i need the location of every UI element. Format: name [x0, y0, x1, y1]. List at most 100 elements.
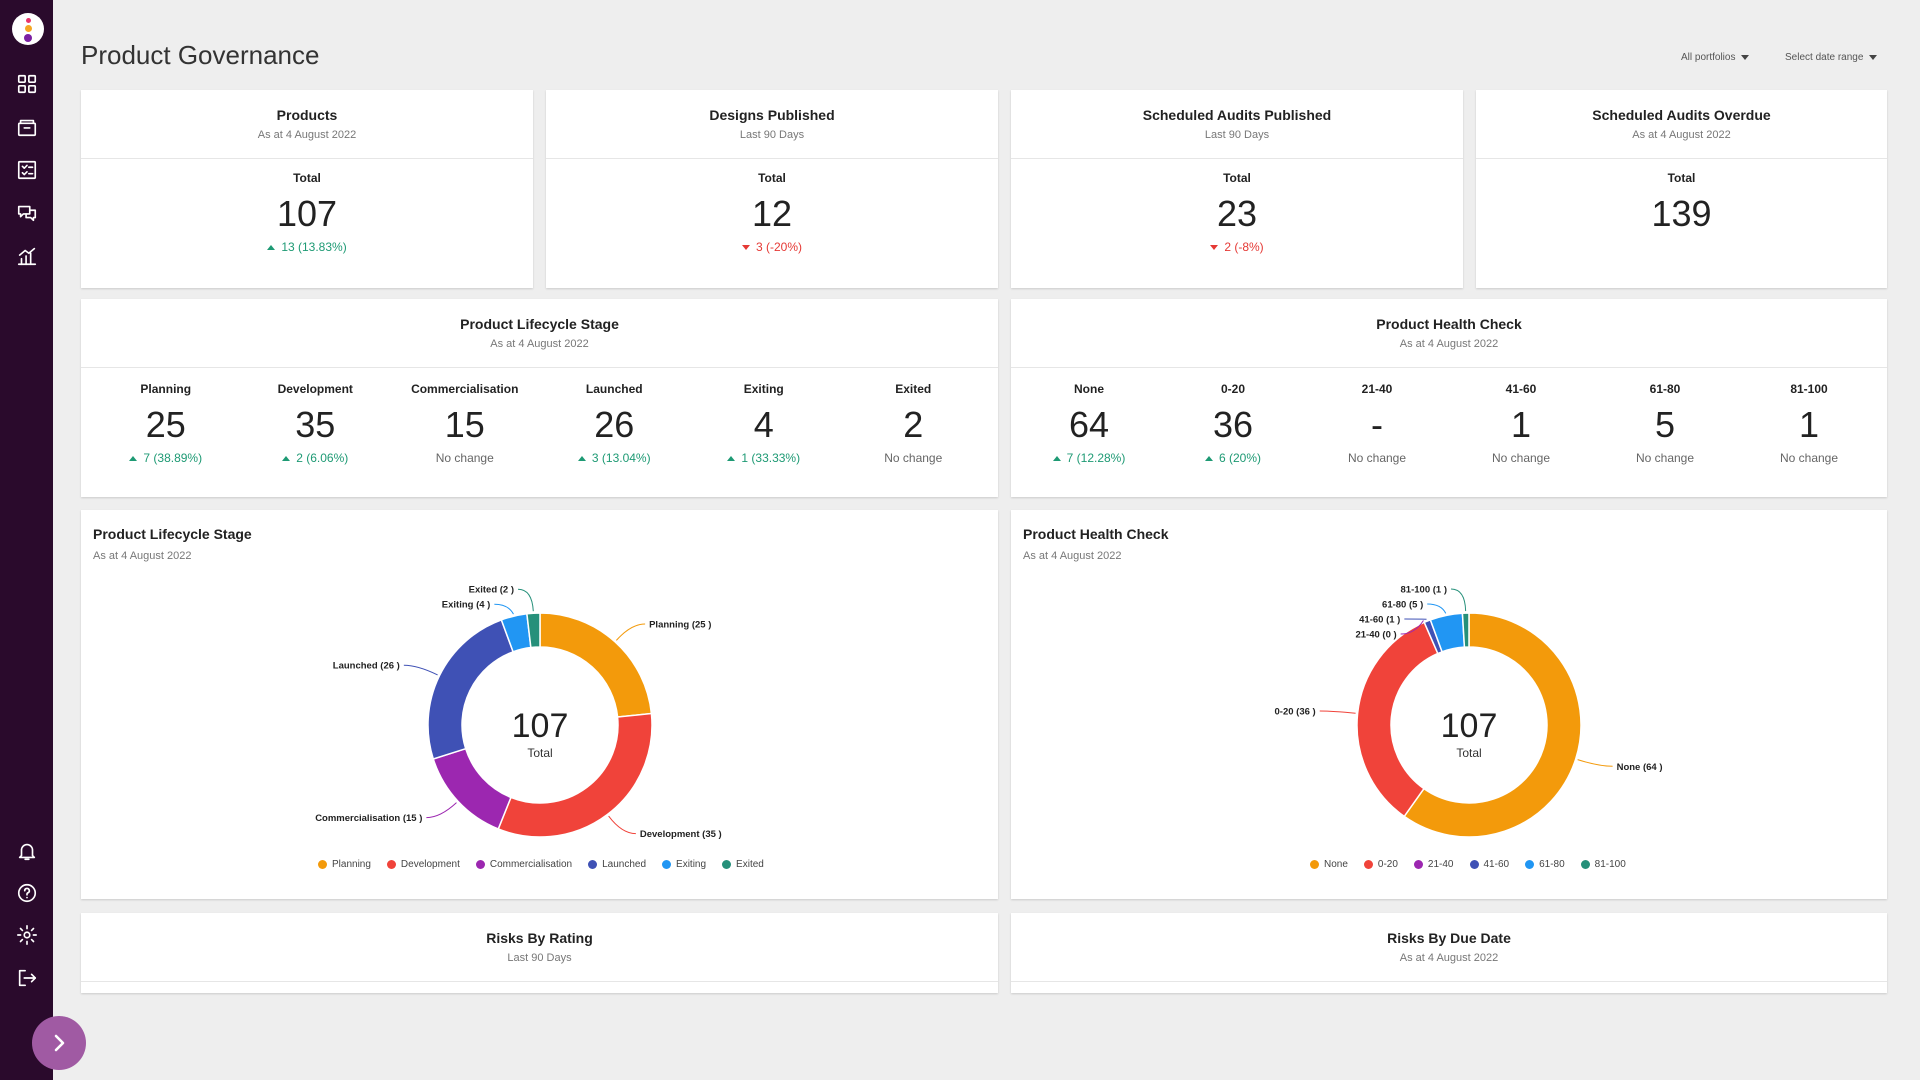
- trend-up-icon: [577, 455, 586, 461]
- stat-value: 1: [1798, 404, 1820, 445]
- legend-item-81-100[interactable]: 81-100: [1580, 859, 1626, 870]
- stat-change-text: 1 (33.33%): [741, 451, 801, 465]
- stat-change: 3 (-20%): [546, 240, 998, 254]
- stat-label: Total: [1667, 171, 1696, 185]
- app-logo[interactable]: [12, 13, 44, 45]
- stat-value: 35: [295, 404, 336, 445]
- stat-change: 7 (38.89%): [91, 451, 241, 465]
- chevron-right-icon: [54, 1034, 65, 1052]
- trend-up-icon: [267, 244, 276, 250]
- card-subtitle: As at 4 August 2022: [490, 338, 589, 350]
- card-title: Designs Published: [709, 107, 835, 123]
- legend-item-41-60[interactable]: 41-60: [1469, 859, 1509, 870]
- stat-value: 4: [753, 404, 774, 445]
- card-title: Risks By Rating: [486, 930, 593, 946]
- feedback-icon[interactable]: [15, 201, 39, 225]
- stat-value: 64: [1068, 404, 1110, 445]
- dashboard-icon[interactable]: [15, 72, 39, 96]
- legend-item-launched[interactable]: Launched: [588, 859, 646, 870]
- trend-up-icon: [129, 455, 138, 461]
- legend-dot: [386, 860, 396, 869]
- logout-icon[interactable]: [15, 966, 39, 990]
- health-check-summary-card: Product Health Check As at 4 August 2022…: [1011, 299, 1887, 497]
- stat-value: 2: [903, 404, 924, 445]
- reports-icon[interactable]: [15, 244, 39, 268]
- stat-change-text: 2 (-8%): [1224, 240, 1264, 254]
- caret-down-icon: [1869, 55, 1878, 60]
- legend-label: Exited: [736, 859, 764, 870]
- legend-dot: [1525, 860, 1535, 869]
- sidebar: [0, 0, 53, 1080]
- card-title: Risks By Due Date: [1387, 930, 1511, 946]
- stat-41-60: 41-60 1 No change: [1449, 382, 1593, 465]
- help-icon[interactable]: [15, 881, 39, 905]
- legend-dot: [1310, 860, 1319, 869]
- stat-change-text: No change: [1779, 451, 1839, 465]
- stat-value: 5: [1654, 404, 1676, 445]
- legend-label: Planning: [332, 859, 371, 870]
- stat-development: Development 35 2 (6.06%): [241, 382, 391, 465]
- stat-label: Total: [1223, 171, 1251, 185]
- date-range-filter[interactable]: Select date range: [1785, 52, 1878, 63]
- stat-81-100: 81-100 1 No change: [1737, 382, 1881, 465]
- legend-label: 0-20: [1377, 859, 1398, 870]
- chart-title: Product Lifecycle Stage: [93, 526, 252, 542]
- lifecycle-stage-chart-card: Product Lifecycle Stage As at 4 August 2…: [81, 510, 998, 899]
- stat-label: 0-20: [1220, 382, 1246, 396]
- card-subtitle: Last 90 Days: [1204, 129, 1270, 141]
- portfolio-filter[interactable]: All portfolios: [1681, 52, 1750, 63]
- stat-label: Development: [277, 382, 353, 396]
- legend-item-development[interactable]: Development: [386, 859, 460, 870]
- legend-label: Launched: [602, 859, 647, 870]
- legend-label: None: [1324, 859, 1348, 870]
- stat-change: No change: [390, 451, 540, 465]
- card-subtitle: As at 4 August 2022: [1632, 129, 1731, 141]
- card-title: Product Lifecycle Stage: [460, 316, 619, 332]
- stat-change: 2 (6.06%): [241, 451, 391, 465]
- legend-item-commercialisation[interactable]: Commercialisation: [475, 859, 572, 870]
- stat-change: No change: [839, 451, 989, 465]
- stat-value: -: [1371, 404, 1383, 445]
- stat-label: 61-80: [1649, 382, 1681, 396]
- chart-title: Product Health Check: [1023, 526, 1169, 542]
- expand-sidebar-button[interactable]: [32, 1016, 86, 1070]
- bell-icon[interactable]: [15, 839, 39, 863]
- stat-planning: Planning 25 7 (38.89%): [91, 382, 241, 465]
- stat-change: No change: [1593, 451, 1737, 465]
- settings-gear-icon[interactable]: [15, 923, 39, 947]
- chart-subtitle: As at 4 August 2022: [93, 550, 192, 562]
- legend-item-21-40[interactable]: 21-40: [1413, 859, 1454, 870]
- legend-dot: [475, 860, 485, 869]
- legend-label: Exiting: [676, 859, 707, 870]
- legend-item-none[interactable]: None: [1310, 859, 1348, 870]
- stat-change-text: No change: [1347, 451, 1407, 465]
- caret-down-icon: [1741, 55, 1750, 60]
- stat-change-text: No change: [1635, 451, 1695, 465]
- stat-change-text: 3 (-20%): [755, 240, 802, 254]
- stat-none: None 64 7 (12.28%): [1017, 382, 1161, 465]
- legend-label: 21-40: [1427, 859, 1454, 870]
- stat-value: 107: [276, 193, 338, 234]
- products-icon[interactable]: [15, 115, 39, 139]
- stat-label: Planning: [140, 382, 192, 396]
- legend-item-planning[interactable]: Planning: [318, 859, 371, 870]
- legend-item-61-80[interactable]: 61-80: [1525, 859, 1565, 870]
- audits-icon[interactable]: [15, 158, 39, 182]
- stat-value: 36: [1212, 404, 1254, 445]
- stat-label: Exiting: [743, 382, 784, 396]
- legend-item-exited[interactable]: Exited: [722, 859, 764, 870]
- legend-item-exiting[interactable]: Exiting: [662, 859, 706, 870]
- legend-item-0-20[interactable]: 0-20: [1363, 859, 1398, 870]
- trend-down-icon: [1210, 244, 1219, 250]
- stat-label: Total: [293, 171, 321, 185]
- legend-label: 81-100: [1594, 859, 1626, 870]
- stat-value: 25: [145, 404, 186, 445]
- stat-value: 139: [1651, 193, 1712, 234]
- trend-down-icon: [741, 244, 750, 250]
- stat-label: Exited: [895, 382, 932, 396]
- legend-dot: [662, 860, 672, 869]
- stat-change-text: 7 (12.28%): [1066, 451, 1126, 465]
- stat-label: Launched: [585, 382, 643, 396]
- stat-label: None: [1074, 382, 1104, 396]
- stat-change-text: No change: [435, 451, 494, 465]
